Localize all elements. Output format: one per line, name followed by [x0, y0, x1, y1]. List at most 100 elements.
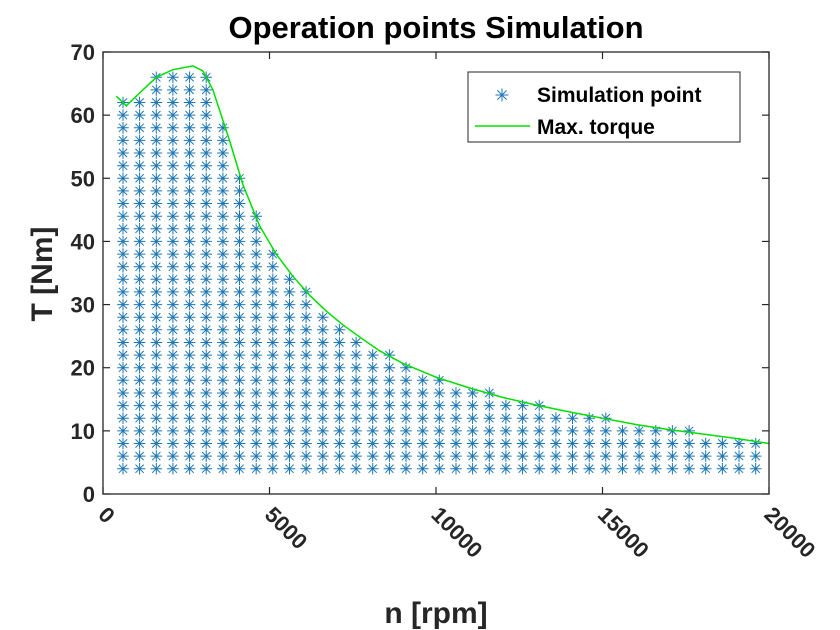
y-tick-label: 0	[83, 482, 95, 507]
simulation-point	[283, 387, 296, 399]
simulation-point	[117, 298, 129, 311]
simulation-point	[450, 425, 462, 437]
simulation-point	[317, 349, 329, 361]
simulation-point	[283, 437, 296, 450]
simulation-point	[167, 387, 179, 399]
simulation-point	[183, 437, 196, 450]
simulation-point	[133, 450, 146, 462]
simulation-point	[233, 172, 246, 185]
simulation-point	[117, 147, 129, 159]
simulation-point	[167, 172, 179, 185]
simulation-point	[150, 197, 163, 210]
simulation-point	[117, 349, 129, 361]
simulation-point	[466, 399, 479, 412]
simulation-point	[200, 122, 212, 134]
simulation-point	[150, 374, 163, 387]
simulation-point	[233, 311, 246, 323]
simulation-point	[200, 210, 212, 222]
simulation-point	[183, 273, 196, 286]
simulation-point	[167, 324, 179, 336]
simulation-point	[167, 298, 179, 311]
simulation-point	[250, 223, 262, 235]
simulation-point	[400, 374, 412, 387]
simulation-point	[283, 324, 296, 336]
simulation-point	[200, 286, 212, 298]
simulation-point	[583, 437, 595, 450]
simulation-point	[233, 235, 246, 248]
simulation-point	[267, 399, 279, 412]
simulation-point	[167, 223, 179, 235]
simulation-point	[716, 462, 729, 475]
simulation-point	[117, 361, 129, 374]
simulation-point	[117, 336, 129, 349]
simulation-point	[250, 349, 262, 361]
simulation-point	[233, 349, 246, 361]
simulation-point	[516, 462, 529, 475]
simulation-point	[117, 122, 129, 134]
simulation-point	[150, 425, 163, 437]
simulation-point	[183, 210, 196, 222]
simulation-point	[183, 462, 196, 475]
simulation-point	[267, 260, 279, 273]
simulation-point	[200, 387, 212, 399]
y-tick-label: 20	[71, 356, 95, 381]
simulation-point	[200, 84, 212, 96]
simulation-point	[133, 311, 146, 323]
simulation-point	[250, 324, 262, 336]
simulation-point	[200, 399, 212, 412]
simulation-point	[183, 450, 196, 462]
simulation-point	[167, 248, 179, 260]
simulation-point	[200, 349, 212, 361]
simulation-point	[233, 387, 246, 399]
y-tick-label: 10	[71, 419, 95, 444]
simulation-point	[633, 437, 645, 450]
simulation-point	[133, 235, 146, 248]
simulation-point	[300, 462, 312, 475]
simulation-point	[433, 387, 446, 399]
simulation-point	[233, 185, 246, 197]
simulation-point	[167, 425, 179, 437]
simulation-point	[217, 147, 229, 159]
simulation-point	[317, 374, 329, 387]
simulation-point	[167, 450, 179, 462]
simulation-point	[167, 260, 179, 273]
simulation-point	[749, 437, 762, 450]
simulation-point	[267, 425, 279, 437]
y-axis-label: T [Nm]	[26, 227, 59, 322]
simulation-point	[283, 450, 296, 462]
simulation-point	[150, 210, 163, 222]
simulation-point	[133, 172, 146, 185]
simulation-point	[233, 336, 246, 349]
simulation-point	[250, 387, 262, 399]
simulation-point	[317, 450, 329, 462]
simulation-point	[333, 412, 346, 424]
simulation-point	[167, 147, 179, 159]
simulation-point	[117, 248, 129, 260]
simulation-point	[650, 462, 662, 475]
simulation-point	[233, 462, 246, 475]
simulation-point	[433, 425, 446, 437]
simulation-point	[250, 374, 262, 387]
x-tick-label: 5000	[260, 502, 312, 554]
simulation-point	[416, 412, 429, 424]
simulation-point	[150, 412, 163, 424]
simulation-point	[167, 412, 179, 424]
simulation-point	[183, 311, 196, 323]
simulation-point	[217, 450, 229, 462]
legend-marker-icon	[495, 88, 509, 102]
simulation-point	[400, 450, 412, 462]
simulation-point	[383, 361, 396, 374]
simulation-point	[666, 425, 679, 437]
simulation-point	[300, 361, 312, 374]
simulation-point	[350, 462, 362, 475]
max-torque-line-group	[115, 65, 770, 445]
simulation-point	[516, 399, 529, 412]
simulation-point	[167, 374, 179, 387]
simulation-point	[333, 374, 346, 387]
simulation-point	[117, 437, 129, 450]
y-tick-label: 40	[71, 229, 95, 254]
x-tick-label: 10000	[426, 502, 487, 563]
simulation-point	[233, 399, 246, 412]
simulation-point	[183, 235, 196, 248]
simulation-point	[233, 197, 246, 210]
